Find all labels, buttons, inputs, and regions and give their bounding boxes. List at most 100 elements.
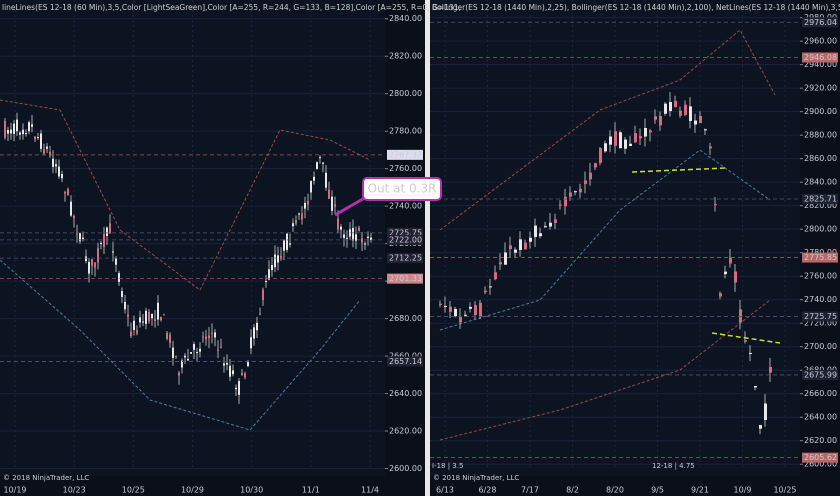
left-copyright: © 2018 NinjaTrader, LLC [3,474,89,482]
candle-body [91,259,93,266]
y-tick-label: 2960.00 [804,37,837,46]
candle-body [199,348,201,352]
candle-body [151,314,153,319]
candle-body [764,403,767,421]
x-label: 7/17 [521,486,539,495]
right-footer-mid: 12-18 | 4.75 [652,462,695,470]
candle-body [604,143,607,152]
band-line [0,259,361,431]
price-tag-label: 2725.75 [804,312,837,321]
price-tag-label: 2657.14 [389,357,422,366]
candle-body [277,255,279,263]
candle-body [190,351,192,354]
price-tag-label: 2701.33 [389,274,422,283]
candle-body [569,192,572,197]
price-tag [802,452,838,463]
candle-body [244,373,246,378]
candle-body [157,302,159,320]
candle-body [274,254,276,268]
candle-body [220,346,222,348]
price-tag-label: 2722.00 [389,235,422,244]
price-tag-label: 2825.71 [804,194,837,203]
candle-body [684,104,687,115]
price-tag [387,149,423,160]
candle-body [325,172,327,188]
candle-body [734,271,737,283]
candle-body [109,223,111,234]
price-tag-label: 2725.75 [389,228,422,237]
y-tick-label: 2700.00 [804,342,837,351]
candle-body [154,319,156,321]
candle-body [46,146,48,149]
price-tag-label: 2775.85 [804,253,837,262]
candle-body [524,242,527,250]
candle-body [358,227,360,232]
candle-body [694,120,697,125]
candle-body [584,180,587,184]
candle-body [250,337,252,349]
candle-body [223,363,225,366]
price-tag [802,252,838,263]
candle-body [514,249,517,253]
candle-body [529,237,532,242]
x-label: 9/21 [691,486,709,495]
candle-body [564,196,567,207]
x-label: 8/20 [606,486,624,495]
candle-body [659,116,662,126]
y-tick-label: 2780.00 [389,127,422,136]
x-label: 6/13 [436,486,454,495]
price-tag-label: 2767.37 [389,150,422,159]
candle-body [534,225,537,238]
price-tag-label: 2712.25 [389,254,422,263]
annotation-text: Out at 0.3R [368,182,437,196]
candle-body [130,331,132,337]
y-tick-label: 2660.00 [804,389,837,398]
candle-body [439,303,442,305]
candle-body [629,143,632,147]
price-tag [802,52,838,63]
candle-body [370,237,372,241]
y-tick-label: 2760.00 [389,164,422,173]
candle-body [459,317,462,323]
candle-body [298,213,300,215]
price-tag [387,234,423,245]
candle-body [364,243,366,245]
candle-body [346,237,348,239]
candle-body [337,218,339,230]
price-tag-label: 2675.99 [804,370,837,379]
candle-body [319,157,321,159]
candle-body [479,302,482,317]
candle-body [444,305,447,308]
y-tick-label: 2860.00 [804,154,837,163]
candle-body [769,367,772,373]
x-label: 10/23 [63,486,86,495]
y-tick-label: 2620.00 [804,436,837,445]
candle-body [286,233,288,250]
trend-line [711,332,781,344]
candle-body [519,239,522,250]
price-tag [802,369,838,380]
candle-body [509,245,512,250]
candle-body [283,240,285,251]
x-label: 10/30 [240,486,263,495]
price-tag-label: 2946.08 [804,53,837,62]
y-tick-label: 2800.00 [804,225,837,234]
x-label: 10/29 [181,486,204,495]
candle-body [232,370,234,375]
candle-body [196,352,198,354]
candle-body [292,223,294,227]
candle-body [355,234,357,241]
candle-body [539,233,542,237]
candle-body [754,386,757,388]
price-tag [387,227,423,238]
candle-body [142,321,144,323]
candle-body [549,222,552,227]
candle-body [211,332,213,334]
candle-body [19,132,21,135]
candle-body [504,252,507,265]
candle-body [343,234,345,238]
candle-body [352,227,354,241]
candle-body [259,313,261,315]
candle-body [669,102,672,112]
y-tick-label: 2760.00 [804,272,837,281]
